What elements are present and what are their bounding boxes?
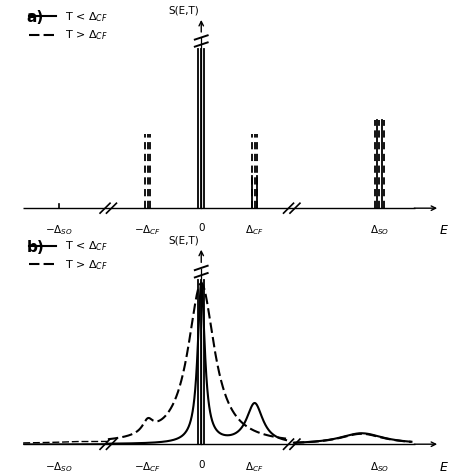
- Text: $-\Delta_{SO}$: $-\Delta_{SO}$: [45, 460, 73, 473]
- Legend: T < $\Delta_{CF}$, T > $\Delta_{CF}$: T < $\Delta_{CF}$, T > $\Delta_{CF}$: [29, 240, 108, 272]
- Text: 0: 0: [198, 460, 205, 470]
- Text: E: E: [439, 224, 448, 237]
- Text: a): a): [27, 10, 44, 25]
- Text: $\Delta_{SO}$: $\Delta_{SO}$: [370, 460, 389, 473]
- Text: S(E,T): S(E,T): [169, 235, 200, 245]
- Text: $-\Delta_{SO}$: $-\Delta_{SO}$: [45, 223, 73, 237]
- Text: $\Delta_{SO}$: $\Delta_{SO}$: [370, 223, 389, 237]
- Text: E: E: [439, 461, 448, 473]
- Text: $\Delta_{CF}$: $\Delta_{CF}$: [245, 223, 264, 237]
- Text: $-\Delta_{CF}$: $-\Delta_{CF}$: [134, 460, 161, 473]
- Text: $\Delta_{CF}$: $\Delta_{CF}$: [245, 460, 264, 473]
- Legend: T < $\Delta_{CF}$, T > $\Delta_{CF}$: T < $\Delta_{CF}$, T > $\Delta_{CF}$: [29, 10, 108, 42]
- Text: b): b): [27, 240, 44, 254]
- Text: 0: 0: [198, 223, 205, 233]
- Text: $-\Delta_{CF}$: $-\Delta_{CF}$: [134, 223, 161, 237]
- Text: S(E,T): S(E,T): [169, 5, 200, 15]
